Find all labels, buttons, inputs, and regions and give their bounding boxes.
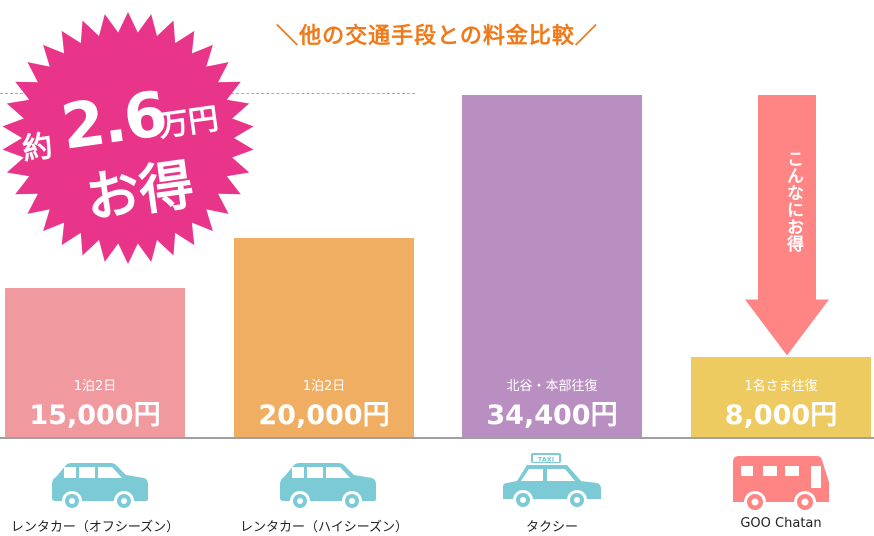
taxi-sign-text: TAXI — [538, 455, 554, 463]
savings-badge-text: 約 2.6 万円 お得 — [0, 0, 273, 283]
bar-price: 8,000円 — [724, 399, 838, 431]
category-label: タクシー — [525, 520, 578, 535]
bar-taxi: 北谷・本部往復 34,400円 — [462, 95, 642, 437]
bar-subtitle: 1泊2日 — [302, 378, 346, 394]
car-icon — [280, 463, 376, 511]
starburst-badge — [2, 12, 254, 264]
category-label: レンタカー（ハイシーズン） — [239, 520, 409, 535]
bar-subtitle: 1名さま往復 — [744, 378, 818, 394]
badge-unit: 万円 — [156, 101, 221, 145]
down-arrow-icon — [745, 95, 829, 356]
bar-rental-off: 1泊2日 15,000円 — [5, 287, 185, 437]
taxi-icon: TAXI — [503, 453, 601, 510]
bar-price: 20,000円 — [258, 399, 390, 431]
bar-price: 34,400円 — [486, 400, 618, 431]
chart-title: ＼他の交通手段との料金比較／ — [276, 24, 598, 49]
chart-baseline — [0, 437, 874, 439]
bar-price: 15,000円 — [29, 399, 161, 431]
badge-prefix: 約 — [20, 128, 55, 168]
category-label: レンタカー（オフシーズン） — [10, 520, 180, 535]
bar-rental-high: 1泊2日 20,000円 — [234, 238, 414, 437]
bar-subtitle: 北谷・本部往復 — [506, 379, 598, 394]
badge-suffix: お得 — [81, 152, 198, 231]
car-icon — [52, 463, 148, 511]
bar-subtitle: 1泊2日 — [73, 378, 117, 394]
bar-goo-chatan: 1名さま往復 8,000円 — [691, 357, 871, 437]
arrow-text: こんなにお得 — [783, 150, 803, 252]
category-label: GOO Chatan — [740, 516, 822, 531]
bus-icon — [733, 456, 829, 513]
